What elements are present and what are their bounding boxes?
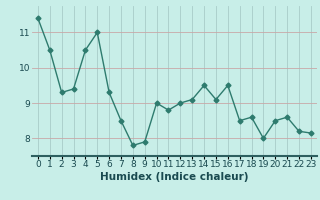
- X-axis label: Humidex (Indice chaleur): Humidex (Indice chaleur): [100, 172, 249, 182]
